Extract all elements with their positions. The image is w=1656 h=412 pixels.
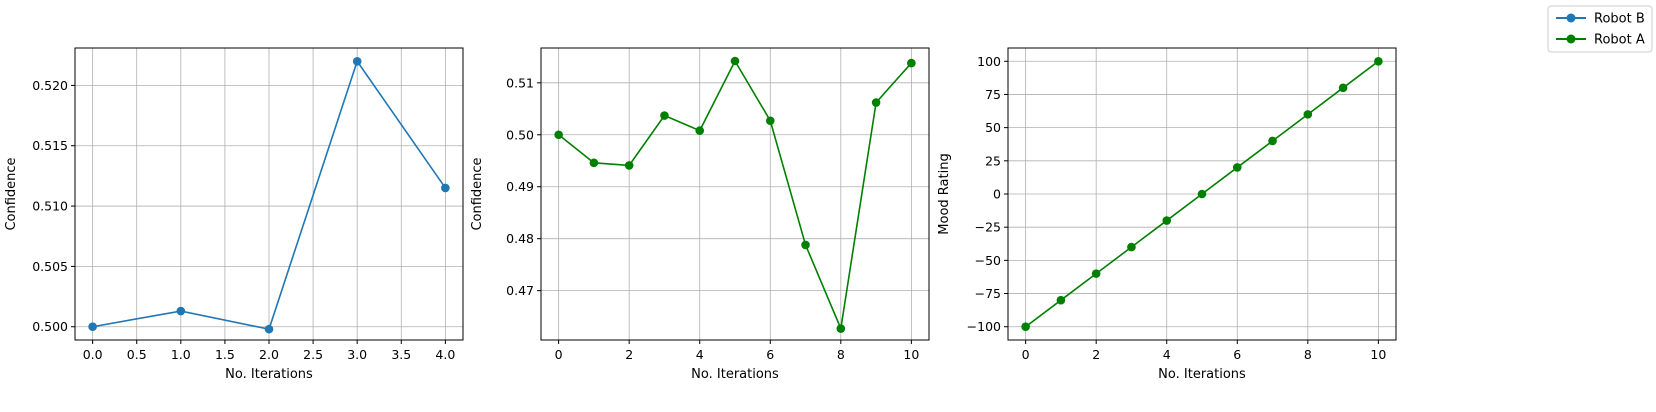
plot-2-ytick-label-2: 0.49 bbox=[506, 179, 534, 194]
plot-2: 0 2 4 6 8 10 0.47 0.48 0.49 0.50 0.51 No. Iteration… bbox=[470, 47, 930, 382]
plot-3-xtick-label-4: 8 bbox=[1304, 347, 1312, 362]
plot-3-ytick-label-3: −25 bbox=[975, 220, 1001, 235]
plot-2-point-0 bbox=[554, 130, 563, 140]
plot-3-point-9 bbox=[1338, 83, 1348, 93]
plot-1-ytick-label-1: 0.505 bbox=[32, 259, 68, 274]
plot-2-xlabel: No. Iterations bbox=[691, 367, 779, 382]
plot-1-xtick-label-6: 3.0 bbox=[347, 347, 367, 362]
plot-3-ytick-label-0: −100 bbox=[967, 319, 1001, 334]
plot-2-xtick-label-1: 2 bbox=[625, 347, 633, 362]
plot-2-ytick-label-4: 0.51 bbox=[506, 75, 534, 90]
legend-marker-robot-b bbox=[1566, 13, 1576, 23]
plot-1-ytick-label-2: 0.510 bbox=[32, 199, 68, 214]
plot-2-point-1 bbox=[589, 158, 599, 168]
plot-1-xlabel: No. Iterations bbox=[225, 367, 313, 382]
plot-3-point-3 bbox=[1127, 242, 1136, 252]
plot-2-xtick-label-2: 4 bbox=[696, 347, 704, 362]
plot-1-point-2 bbox=[264, 324, 274, 334]
plot-3-ytick-label-6: 50 bbox=[985, 120, 1001, 135]
plot-2-point-5 bbox=[730, 56, 740, 66]
plot-3-ytick-label-8: 100 bbox=[977, 54, 1001, 69]
plot-3-ytick-label-1: −75 bbox=[975, 286, 1001, 301]
plot-3-xtick-label-3: 6 bbox=[1233, 347, 1241, 362]
plot-1-xtick-label-2: 1.0 bbox=[171, 347, 191, 362]
legend-marker-robot-a bbox=[1566, 34, 1576, 44]
plot-3-point-6 bbox=[1232, 163, 1242, 172]
plot-1-ylabel: Confidence bbox=[4, 157, 19, 230]
plot-1-ytick-label-0: 0.500 bbox=[32, 319, 68, 334]
plot-3-ytick-label-2: −50 bbox=[975, 253, 1001, 268]
plot-2-xtick-label-4: 8 bbox=[837, 347, 845, 362]
plot-3-ytick-label-5: 25 bbox=[985, 153, 1001, 168]
plot-2-point-9 bbox=[871, 98, 881, 107]
plot-2-point-4 bbox=[695, 126, 705, 135]
plot-3-point-10 bbox=[1374, 56, 1383, 66]
plot-2-point-6 bbox=[765, 116, 775, 126]
plot-1-xtick-label-7: 3.5 bbox=[391, 347, 411, 362]
plot-2-xtick-label-0: 0 bbox=[555, 347, 563, 362]
plot-3-ytick-label-7: 75 bbox=[985, 87, 1001, 102]
plot-3: 0 2 4 6 8 10 −100 −75 −50 −25 0 25 50 75 100 No. Iterat… bbox=[937, 47, 1397, 382]
plot-3-xtick-label-2: 4 bbox=[1163, 347, 1171, 362]
plot-1-ytick-label-3: 0.515 bbox=[32, 138, 68, 153]
plot-1-xtick-label-4: 2.0 bbox=[259, 347, 279, 362]
plot-2-point-2 bbox=[624, 161, 634, 170]
plot-3-point-4 bbox=[1162, 216, 1172, 225]
subplots: 0.0 0.5 1.0 1.5 2.0 2.5 3.0 3.5 4.00.5000.5050.5… bbox=[4, 47, 1397, 382]
plot-2-ylabel: Confidence bbox=[470, 157, 485, 230]
plot-3-xtick-label-1: 2 bbox=[1092, 347, 1100, 362]
plot-2-point-7 bbox=[801, 240, 810, 250]
plot-1-point-1 bbox=[176, 306, 186, 316]
plot-2-ytick-label-0: 0.47 bbox=[506, 283, 534, 298]
plot-2-xtick-label-3: 6 bbox=[766, 347, 774, 362]
plot-2-ytick-label-3: 0.50 bbox=[506, 127, 534, 142]
plot-1-point-0 bbox=[88, 322, 97, 332]
plot-1-point-4 bbox=[441, 183, 450, 193]
plot-3-point-5 bbox=[1197, 189, 1207, 199]
plot-2-point-8 bbox=[836, 324, 846, 333]
legend-label-robot-b: Robot B bbox=[1594, 12, 1645, 27]
plot-1-xtick-label-0: 0.0 bbox=[83, 347, 103, 362]
plot-3-point-8 bbox=[1303, 110, 1313, 119]
legend: Robot B Robot A bbox=[1547, 5, 1653, 53]
plot-1-point-3 bbox=[352, 56, 362, 66]
plot-3-point-7 bbox=[1268, 136, 1277, 146]
plot-2-point-3 bbox=[660, 111, 669, 120]
plot-1-ytick-label-4: 0.520 bbox=[32, 78, 68, 93]
plot-3-point-1 bbox=[1056, 295, 1066, 305]
plot-3-point-2 bbox=[1091, 269, 1101, 278]
plot-2-axes-frame bbox=[540, 47, 930, 341]
plot-3-xtick-label-5: 10 bbox=[1370, 347, 1386, 362]
plot-1-xtick-label-3: 1.5 bbox=[215, 347, 235, 362]
plot-3-point-0 bbox=[1021, 322, 1030, 332]
plot-1: 0.0 0.5 1.0 1.5 2.0 2.5 3.0 3.5 4.0 0.500 0.505 0.5… bbox=[4, 47, 464, 382]
plot-1-xtick-label-1: 0.5 bbox=[127, 347, 147, 362]
legend-label-robot-a: Robot A bbox=[1594, 33, 1645, 48]
plot-3-ytick-label-4: 0 bbox=[993, 187, 1001, 202]
plot-2-ytick-label-1: 0.48 bbox=[506, 231, 534, 246]
plot-2-series-line-0 bbox=[558, 59, 912, 332]
plot-3-xtick-label-0: 0 bbox=[1022, 347, 1030, 362]
plot-3-xlabel: No. Iterations bbox=[1158, 367, 1246, 382]
plot-2-xtick-label-5: 10 bbox=[903, 347, 919, 362]
plot-3-ylabel: Mood Rating bbox=[937, 153, 952, 234]
plot-1-xtick-label-8: 4.0 bbox=[435, 347, 455, 362]
plot-2-point-10 bbox=[907, 58, 916, 68]
plot-1-xtick-label-5: 2.5 bbox=[303, 347, 323, 362]
